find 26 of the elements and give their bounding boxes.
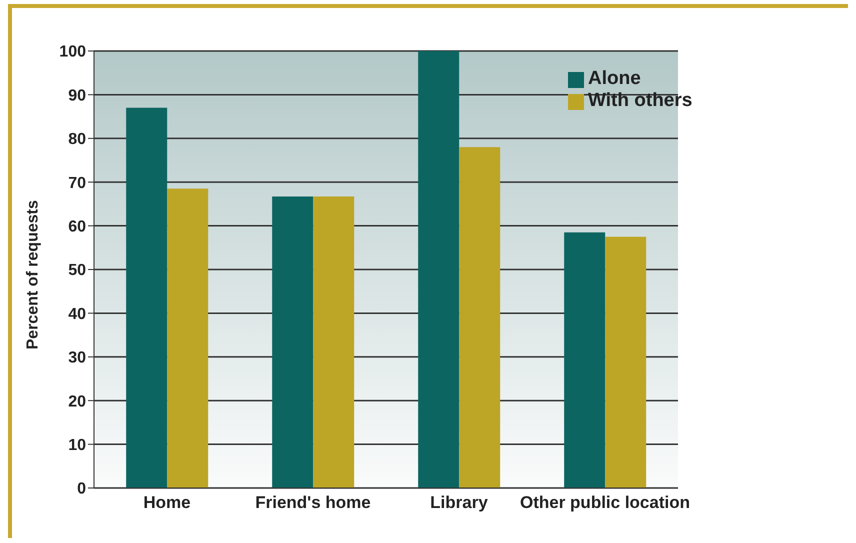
bar xyxy=(272,196,314,488)
legend-label: With others xyxy=(588,90,692,111)
y-tick-label: 30 xyxy=(68,350,86,367)
y-tick-label: 90 xyxy=(68,87,86,104)
x-tick-label: Friend's home xyxy=(255,493,371,512)
y-axis-title: Percent of requests xyxy=(24,200,42,350)
bar xyxy=(313,196,354,488)
y-tick-label: 70 xyxy=(68,174,86,192)
y-tick-label: 60 xyxy=(68,218,86,236)
y-tick-label: 40 xyxy=(68,306,86,323)
bar xyxy=(167,188,208,488)
x-tick-label: Library xyxy=(430,493,488,512)
y-tick-label: 20 xyxy=(68,393,86,410)
legend-label: Alone xyxy=(588,68,641,89)
x-tick-label: Home xyxy=(143,493,191,512)
bar xyxy=(605,236,646,488)
y-tick-label: 0 xyxy=(77,480,86,498)
y-tick-label: 10 xyxy=(68,436,86,454)
y-tick-label: 80 xyxy=(68,131,86,148)
bar xyxy=(126,108,168,488)
x-tick-label: Other public location xyxy=(520,493,690,512)
bar xyxy=(418,51,460,488)
bar xyxy=(564,232,606,488)
bar xyxy=(459,147,500,488)
y-tick-label: 50 xyxy=(68,262,86,280)
y-tick-label: 100 xyxy=(59,44,86,61)
